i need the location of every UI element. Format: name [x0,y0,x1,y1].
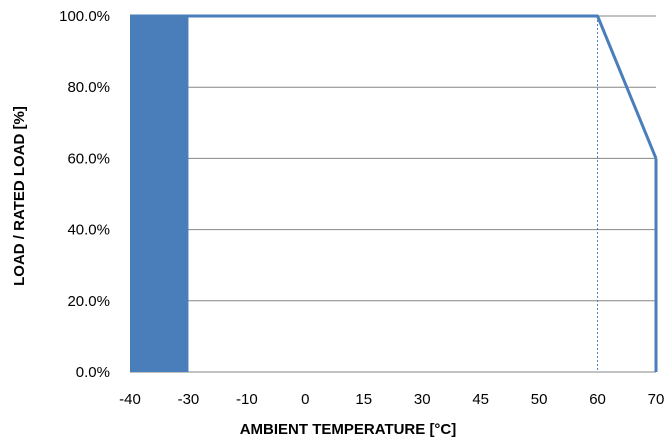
y-tick-labels: 0.0% 20.0% 40.0% 60.0% 80.0% 100.0% [59,8,110,381]
y-tick-label: 40.0% [67,222,110,239]
x-axis-title: AMBIENT TEMPERATURE [°C] [240,421,457,438]
y-tick-label: 20.0% [67,293,110,310]
y-tick-label: 0.0% [76,364,110,381]
x-tick-label: 70 [648,391,665,408]
x-tick-label: 30 [414,391,431,408]
shaded-region [130,16,189,372]
x-tick-label: 45 [472,391,489,408]
x-tick-label: -30 [178,391,200,408]
x-tick-label: -10 [236,391,258,408]
y-tick-label: 80.0% [67,79,110,96]
y-tick-label: 60.0% [67,150,110,167]
x-tick-label: -40 [119,391,141,408]
x-tick-label: 60 [589,391,606,408]
series-line [130,14,658,159]
x-tick-label: 0 [301,391,309,408]
y-tick-label: 100.0% [59,8,110,25]
x-tick-label: 15 [355,391,372,408]
shaded-region-layer [130,16,189,372]
x-tick-label: 50 [531,391,548,408]
gridlines [130,15,656,373]
y-axis-title: LOAD / RATED LOAD [%] [11,106,28,286]
x-tick-labels: -40 -30 -10 0 15 30 45 50 60 70 [119,391,664,408]
series-layer [129,14,658,372]
